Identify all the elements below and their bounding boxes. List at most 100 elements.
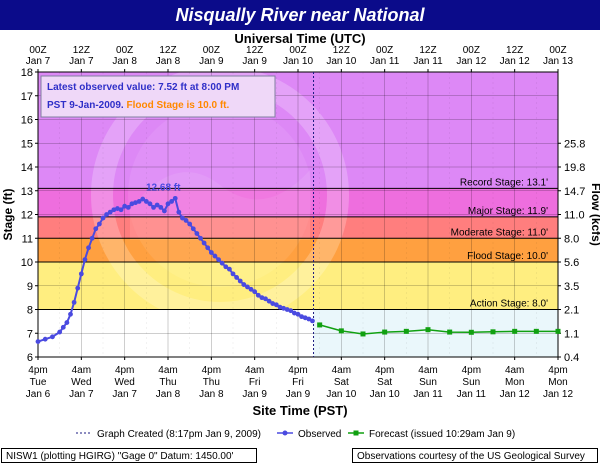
watermark-bird: [130, 170, 310, 240]
bottom-tick-day: Sun: [462, 377, 480, 388]
bottom-tick-label: 4pm: [462, 365, 481, 376]
y-tick-label: 7: [27, 328, 33, 340]
y-tick-label: 12: [21, 210, 33, 222]
observed-point: [234, 275, 240, 280]
bottom-tick-day: Sat: [334, 377, 349, 388]
forecast-point: [533, 328, 539, 334]
info-box-flood-stage: Flood Stage is 10.0 ft.: [126, 100, 229, 111]
bottom-tick-date: Jan 6: [26, 389, 51, 400]
bottom-tick-date: Jan 11: [457, 389, 487, 400]
observed-point: [172, 195, 178, 201]
footer-datum-info: NISW1 (plotting HGIRG) "Gage 0" Datum: 1…: [1, 448, 257, 463]
observed-point: [140, 196, 146, 202]
observed-point: [129, 201, 135, 207]
forecast-point: [382, 329, 388, 335]
observed-point: [42, 336, 48, 342]
observed-point: [154, 202, 160, 208]
flow-tick-label: 0.4: [564, 352, 579, 364]
bottom-tick-date: Jan 8: [156, 389, 181, 400]
observed-point: [284, 307, 290, 312]
peak-label: 12.68 ft: [146, 182, 181, 193]
bottom-tick-label: 4pm: [202, 365, 221, 376]
flow-tick-label: 2.1: [564, 305, 579, 317]
observed-point: [237, 278, 243, 284]
bottom-tick-date: Jan 7: [112, 389, 137, 400]
bottom-tick-day: Wed: [114, 377, 134, 388]
top-tick-date: Jan 7: [26, 56, 51, 67]
observed-point: [223, 264, 229, 270]
y-tick-label: 16: [21, 115, 33, 127]
y-tick-label: 14: [21, 162, 33, 174]
top-tick-label: 12Z: [419, 45, 436, 56]
observed-point: [187, 221, 193, 227]
observed-point: [266, 298, 272, 304]
observed-point: [78, 271, 84, 277]
top-tick-label: 00Z: [203, 45, 220, 56]
observed-point: [57, 329, 63, 335]
bottom-tick-label: 4pm: [28, 365, 47, 376]
observed-point: [205, 245, 211, 251]
bottom-tick-label: 4pm: [548, 365, 567, 376]
top-tick-label: 12Z: [246, 45, 263, 56]
forecast-point: [425, 327, 431, 333]
top-tick-date: Jan 11: [413, 56, 443, 67]
observed-point: [143, 199, 149, 204]
bottom-tick-label: 4am: [158, 365, 177, 376]
observed-point: [169, 199, 175, 204]
bottom-tick-day: Fri: [292, 377, 304, 388]
bottom-tick-label: 4pm: [375, 365, 394, 376]
observed-point: [50, 334, 55, 340]
forecast-point: [338, 328, 344, 334]
flow-tick-label: 25.8: [564, 138, 585, 150]
bottom-tick-day: Fri: [249, 377, 261, 388]
observed-point: [255, 292, 261, 298]
top-tick-label: 12Z: [73, 45, 90, 56]
observed-point: [241, 282, 247, 287]
observed-point: [194, 231, 200, 236]
top-tick-date: Jan 12: [500, 56, 530, 67]
y-tick-label: 6: [27, 352, 33, 364]
left-axis-title: Stage (ft): [1, 189, 15, 241]
observed-point: [82, 257, 88, 263]
observed-point: [219, 260, 225, 266]
observed-point: [226, 266, 232, 272]
bottom-tick-day: Sat: [377, 377, 392, 388]
observed-point: [176, 209, 182, 215]
flow-tick-label: 11.0: [564, 210, 585, 222]
watermark-disc: [128, 103, 312, 287]
forecast-point: [403, 328, 409, 334]
top-tick-date: Jan 13: [543, 56, 573, 67]
legend-observed-label: Observed: [298, 429, 341, 440]
bottom-tick-date: Jan 10: [370, 389, 400, 400]
observed-point: [252, 289, 258, 295]
observed-point: [111, 207, 117, 213]
observed-point: [161, 208, 167, 214]
observed-point: [288, 308, 294, 314]
bottom-tick-label: 4pm: [288, 365, 307, 376]
top-tick-label: 00Z: [463, 45, 480, 56]
legend: Graph Created (8:17pm Jan 9, 2009) Observ…: [76, 429, 515, 440]
observed-point: [212, 253, 218, 259]
observed-point: [64, 320, 70, 325]
y-tick-label: 15: [21, 138, 33, 150]
top-tick-date: Jan 10: [326, 56, 356, 67]
top-tick-date: Jan 12: [456, 56, 486, 67]
bottom-tick-day: Mon: [505, 377, 524, 388]
observed-point: [180, 215, 185, 221]
top-tick-date: Jan 10: [283, 56, 313, 67]
flow-tick-label: 1.1: [564, 328, 579, 340]
observed-point: [93, 226, 99, 232]
bottom-tick-date: Jan 8: [199, 389, 224, 400]
bottom-tick-label: 4pm: [115, 365, 134, 376]
observed-point: [151, 204, 156, 210]
flow-tick-label: 5.6: [564, 257, 579, 269]
y-tick-label: 17: [21, 91, 33, 103]
bottom-tick-date: Jan 12: [500, 389, 530, 400]
top-tick-date: Jan 9: [242, 56, 267, 67]
y-tick-label: 9: [27, 281, 33, 293]
observed-point: [259, 295, 265, 301]
bottom-tick-day: Mon: [548, 377, 567, 388]
legend-observed-marker: [282, 430, 288, 436]
